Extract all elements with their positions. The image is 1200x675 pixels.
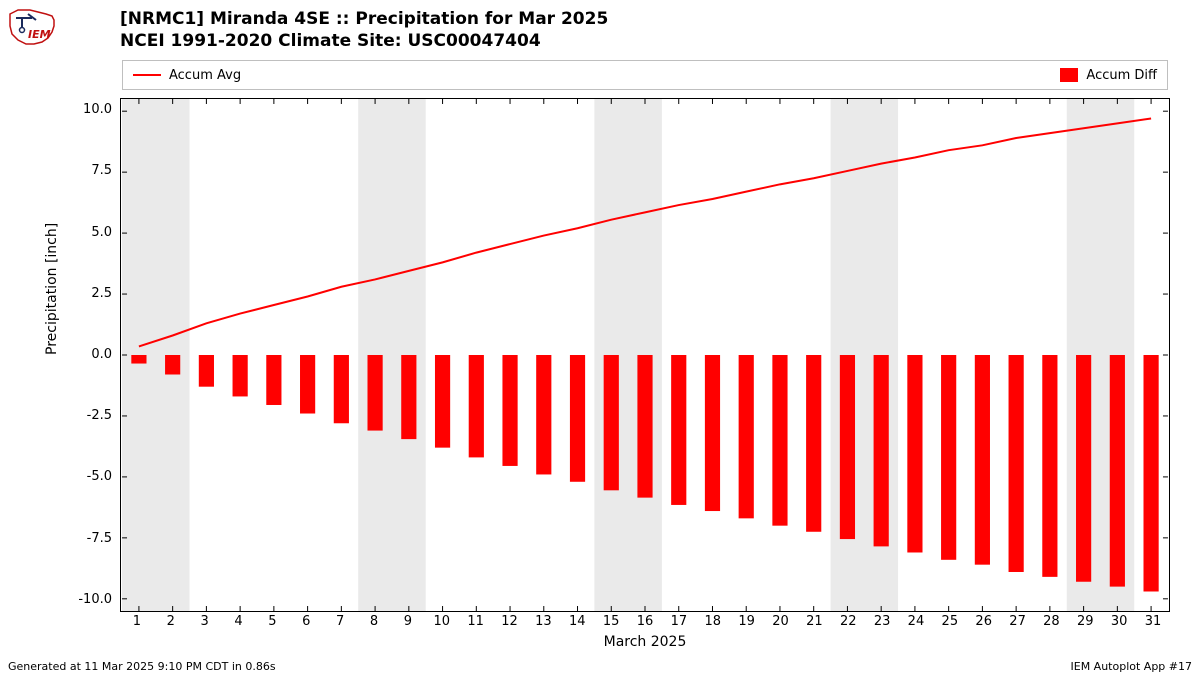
xtick-label: 6: [291, 614, 321, 629]
xtick-label: 4: [224, 614, 254, 629]
xtick-label: 15: [596, 614, 626, 629]
xtick-label: 31: [1138, 614, 1168, 629]
xtick-label: 23: [867, 614, 897, 629]
xtick-label: 21: [799, 614, 829, 629]
ytick-label: -5.0: [62, 469, 112, 484]
ytick-label: 7.5: [62, 163, 112, 178]
ytick-label: -10.0: [62, 592, 112, 607]
xtick-label: 29: [1070, 614, 1100, 629]
chart-svg: [121, 99, 1169, 611]
ytick-label: 5.0: [62, 225, 112, 240]
xtick-label: 1: [122, 614, 152, 629]
xtick-label: 19: [732, 614, 762, 629]
xtick-label: 18: [698, 614, 728, 629]
iem-logo: IEM: [8, 8, 56, 48]
xtick-label: 7: [325, 614, 355, 629]
ytick-label: 2.5: [62, 286, 112, 301]
plot-area: [120, 98, 1170, 612]
ytick-label: -2.5: [62, 408, 112, 423]
xtick-label: 27: [1003, 614, 1033, 629]
xtick-label: 2: [156, 614, 186, 629]
footer-left: Generated at 11 Mar 2025 9:10 PM CDT in …: [8, 660, 276, 673]
xtick-label: 30: [1104, 614, 1134, 629]
xtick-label: 24: [901, 614, 931, 629]
xtick-label: 16: [630, 614, 660, 629]
xtick-label: 28: [1036, 614, 1066, 629]
footer-right: IEM Autoplot App #17: [1071, 660, 1193, 673]
legend-item2-label: Accum Diff: [1086, 68, 1157, 83]
xtick-label: 14: [562, 614, 592, 629]
xtick-label: 17: [664, 614, 694, 629]
xtick-label: 9: [393, 614, 423, 629]
title-line2: NCEI 1991-2020 Climate Site: USC00047404: [120, 31, 541, 51]
xtick-label: 8: [359, 614, 389, 629]
xtick-label: 5: [257, 614, 287, 629]
legend-line-icon: [133, 74, 161, 76]
legend-swatch-icon: [1060, 68, 1078, 82]
legend: Accum Avg Accum Diff: [122, 60, 1168, 90]
legend-item1-label: Accum Avg: [169, 68, 241, 83]
xtick-label: 20: [765, 614, 795, 629]
xtick-label: 11: [461, 614, 491, 629]
xtick-label: 10: [427, 614, 457, 629]
xtick-label: 25: [935, 614, 965, 629]
xtick-label: 3: [190, 614, 220, 629]
xtick-label: 26: [969, 614, 999, 629]
title-line1: [NRMC1] Miranda 4SE :: Precipitation for…: [120, 9, 608, 29]
y-axis-label: Precipitation [inch]: [44, 223, 60, 355]
xtick-label: 13: [528, 614, 558, 629]
chart-title: [NRMC1] Miranda 4SE :: Precipitation for…: [120, 8, 608, 52]
xtick-label: 12: [495, 614, 525, 629]
x-axis-label: March 2025: [120, 634, 1170, 650]
ytick-label: 10.0: [62, 102, 112, 117]
xtick-label: 22: [833, 614, 863, 629]
svg-text:IEM: IEM: [28, 28, 51, 41]
ytick-label: -7.5: [62, 531, 112, 546]
ytick-label: 0.0: [62, 347, 112, 362]
